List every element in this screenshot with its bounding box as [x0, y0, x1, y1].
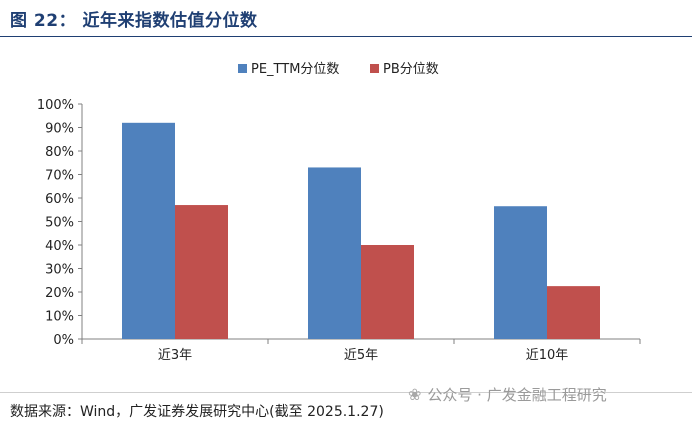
y-tick-label: 20%	[45, 286, 74, 301]
y-tick-label: 30%	[45, 263, 74, 278]
y-tick-label: 80%	[45, 145, 74, 160]
y-tick-label: 90%	[45, 122, 74, 137]
bar-pb	[175, 205, 228, 339]
figure-header: 图 22： 近年来指数估值分位数	[0, 0, 692, 37]
x-tick-label: 近10年	[526, 348, 569, 363]
x-tick-label: 近5年	[344, 348, 378, 363]
y-tick-label: 10%	[45, 310, 74, 325]
legend-label-pb: PB分位数	[383, 62, 439, 77]
bar-pb	[547, 286, 600, 339]
y-tick-label: 70%	[45, 169, 74, 184]
y-tick-label: 50%	[45, 216, 74, 231]
bar-pb	[361, 245, 414, 339]
y-tick-label: 60%	[45, 192, 74, 207]
x-tick-label: 近3年	[158, 348, 192, 363]
legend-swatch-pe	[238, 64, 247, 73]
footer-divider	[0, 392, 692, 393]
watermark-text: 公众号 · 广发金融工程研究	[427, 386, 607, 404]
legend-swatch-pb	[370, 64, 379, 73]
legend-label-pe: PE_TTM分位数	[251, 62, 339, 77]
bar-pe	[494, 206, 547, 339]
y-tick-label: 0%	[53, 333, 74, 348]
watermark: ❀ 公众号 · 广发金融工程研究	[408, 384, 607, 405]
bar-pe	[122, 122, 175, 339]
bar-chart: PE_TTM分位数 PB分位数 0% 10% 20% 30% 40% 50% 60% 70% 8…	[37, 62, 641, 363]
y-tick-label: 40%	[45, 239, 74, 254]
data-source-note: 数据来源：Wind，广发证券发展研究中心(截至 2025.1.27)	[10, 404, 384, 420]
wechat-icon: ❀	[408, 385, 422, 404]
figure-title: 图 22： 近年来指数估值分位数	[10, 11, 258, 31]
y-tick-label: 100%	[37, 98, 74, 113]
bar-pe	[308, 167, 361, 339]
chart-axes: 0% 10% 20% 30% 40% 50% 60% 70% 80% 90% 100% 近3年 近5年 近…	[37, 98, 641, 363]
chart-bars	[122, 122, 600, 339]
chart-legend: PE_TTM分位数 PB分位数	[238, 62, 439, 77]
